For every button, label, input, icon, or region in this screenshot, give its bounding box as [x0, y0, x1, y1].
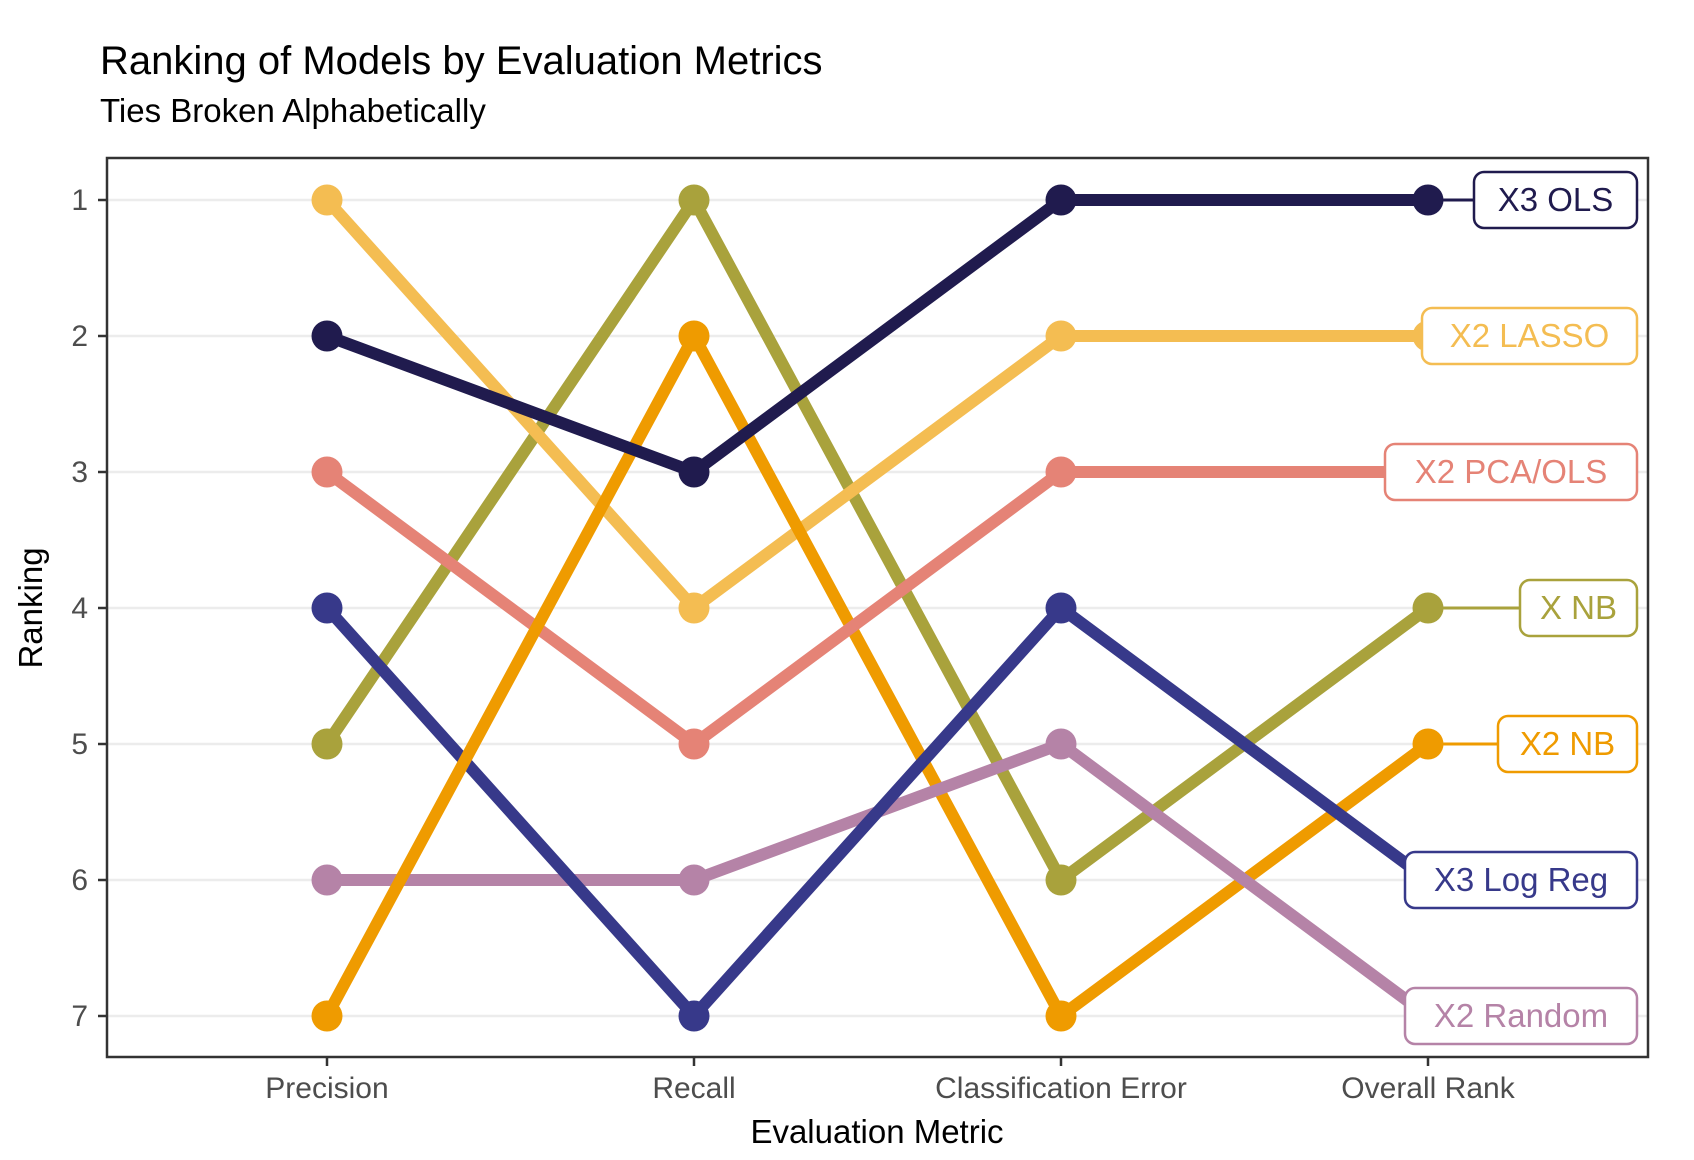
- y-tick-label: 2: [71, 320, 88, 353]
- y-tick-label: 1: [71, 184, 88, 217]
- series-label: X3 OLS: [1498, 181, 1614, 218]
- series-segment: [688, 602, 1067, 1022]
- series-label: X3 Log Reg: [1434, 861, 1608, 898]
- series-segment: [321, 330, 700, 478]
- y-tick-label: 3: [71, 456, 88, 489]
- data-point: [311, 1000, 343, 1032]
- data-point: [1412, 592, 1444, 624]
- series-label-box: [1403, 986, 1639, 1046]
- data-point: [311, 728, 343, 760]
- data-point: [1412, 184, 1444, 216]
- data-point: [1412, 728, 1444, 760]
- x-tick-label: Overall Rank: [1341, 1072, 1515, 1105]
- data-point: [678, 864, 710, 896]
- data-point: [311, 184, 343, 216]
- series-segment: [321, 602, 700, 1022]
- y-tick-label: 5: [71, 728, 88, 761]
- x-tick-label: Recall: [652, 1072, 735, 1105]
- y-axis-title: Ranking: [12, 547, 49, 668]
- series-segment: [321, 194, 700, 750]
- data-point: [1045, 864, 1077, 896]
- data-point: [678, 320, 710, 352]
- data-point: [678, 1000, 710, 1032]
- data-point: [678, 592, 710, 624]
- series-segment: [1055, 738, 1434, 1022]
- series-label-box: [1472, 170, 1639, 230]
- data-point: [678, 184, 710, 216]
- y-tick-label: 4: [71, 592, 88, 625]
- series-label: X2 LASSO: [1450, 317, 1610, 354]
- series-label-box: [1496, 714, 1639, 774]
- data-point: [1045, 320, 1077, 352]
- data-point: [311, 864, 343, 896]
- data-point: [311, 320, 343, 352]
- y-tick-label: 6: [71, 864, 88, 897]
- series-segment: [688, 466, 1067, 750]
- data-point: [311, 456, 343, 488]
- chart-subtitle: Ties Broken Alphabetically: [100, 92, 486, 129]
- y-tick-label: 7: [71, 1000, 88, 1033]
- data-point: [1045, 456, 1077, 488]
- series-label-box: [1420, 306, 1639, 366]
- x-tick-label: Classification Error: [935, 1072, 1187, 1105]
- series-label-box: [1518, 578, 1639, 638]
- series-segment: [688, 330, 1067, 1022]
- data-point: [678, 728, 710, 760]
- series-segment: [1055, 602, 1434, 886]
- data-point: [1045, 184, 1077, 216]
- data-point: [678, 456, 710, 488]
- series-segment: [688, 194, 1067, 478]
- x-tick-label: Precision: [265, 1072, 388, 1105]
- x-axis-title: Evaluation Metric: [750, 1113, 1003, 1150]
- plot-area: X NB X2 LASSO X2 NB X2 PCA/OLS X2 Random X3 L…: [71, 156, 1650, 1105]
- data-point: [1045, 1000, 1077, 1032]
- data-point: [1045, 592, 1077, 624]
- series-label: X2 PCA/OLS: [1415, 453, 1608, 490]
- series-label-box: [1383, 442, 1639, 502]
- series-label: X2 Random: [1434, 997, 1608, 1034]
- series-label: X2 NB: [1520, 725, 1615, 762]
- chart-title: Ranking of Models by Evaluation Metrics: [100, 39, 823, 83]
- series-segment: [321, 466, 700, 750]
- series-segment: [688, 330, 1067, 614]
- series-segment: [688, 194, 1067, 886]
- data-point: [1045, 728, 1077, 760]
- series-label: X NB: [1540, 589, 1617, 626]
- series-label-box: [1403, 850, 1639, 910]
- data-point: [311, 592, 343, 624]
